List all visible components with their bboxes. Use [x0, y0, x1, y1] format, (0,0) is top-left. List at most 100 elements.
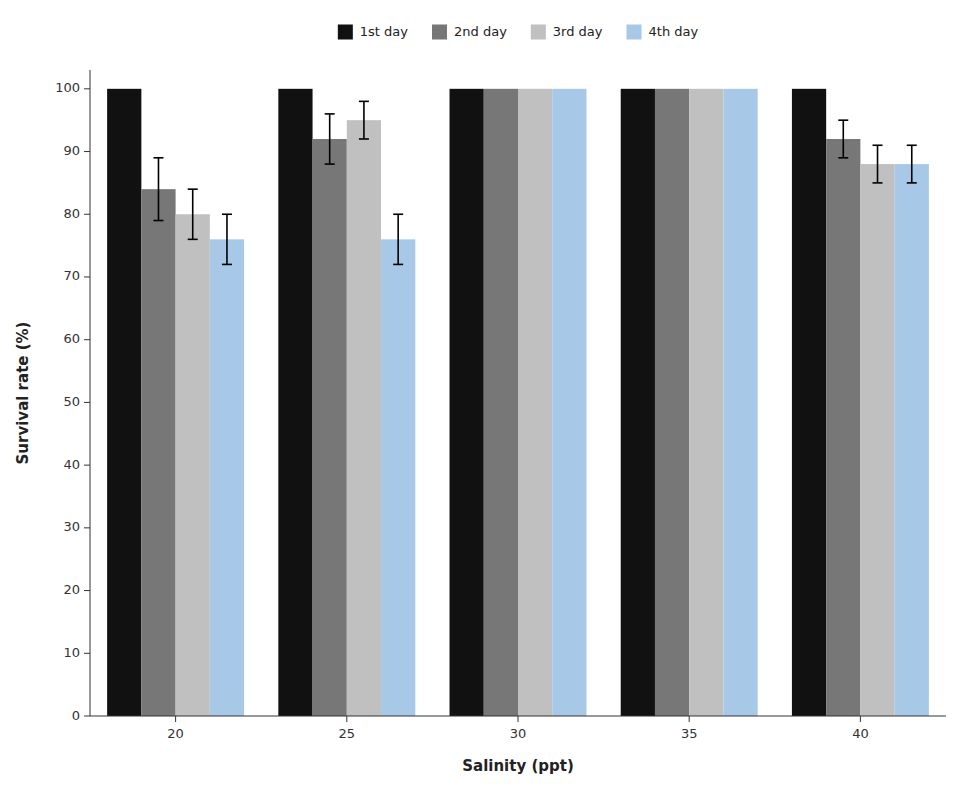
bar — [895, 164, 929, 716]
y-tick-label: 0 — [72, 708, 80, 723]
x-tick — [518, 716, 519, 722]
y-tick-label: 100 — [55, 80, 80, 95]
x-tick — [346, 716, 347, 722]
error-bar — [359, 101, 369, 139]
y-axis-label: Survival rate (%) — [14, 322, 32, 465]
bar — [484, 89, 518, 716]
bar — [107, 89, 141, 716]
error-stem — [158, 158, 160, 221]
x-tick — [689, 716, 690, 722]
error-cap — [907, 182, 917, 184]
error-stem — [397, 214, 399, 264]
legend-swatch — [338, 25, 353, 40]
legend-swatch — [432, 25, 447, 40]
error-bars — [188, 101, 883, 239]
y-tick-label: 50 — [63, 394, 80, 409]
legend-label: 1st day — [360, 24, 408, 39]
legend-label: 4th day — [649, 24, 699, 39]
error-cap — [325, 113, 335, 115]
x-axis: 2025303540 — [90, 716, 946, 741]
y-axis-line — [90, 70, 91, 716]
bar — [621, 89, 655, 716]
y-tick — [84, 88, 90, 89]
error-cap — [325, 163, 335, 165]
legend-swatch — [531, 25, 546, 40]
error-bar — [153, 158, 163, 221]
y-tick-label: 70 — [63, 268, 80, 283]
x-tick-label: 35 — [681, 726, 698, 741]
error-bar — [222, 214, 232, 264]
legend-item: 1st day — [338, 24, 408, 40]
bar-series — [176, 89, 895, 716]
chart: 01020304050607080901002025303540Salinity… — [0, 0, 971, 796]
plot-area — [107, 89, 929, 716]
error-cap — [188, 239, 198, 241]
y-tick-label: 10 — [63, 645, 80, 660]
error-bar — [188, 189, 198, 239]
bar — [689, 89, 723, 716]
error-cap — [188, 188, 198, 190]
error-cap — [873, 182, 883, 184]
bar — [655, 89, 689, 716]
error-cap — [222, 264, 232, 266]
error-cap — [838, 157, 848, 159]
bar — [313, 139, 347, 716]
error-bars — [222, 145, 917, 264]
x-tick — [860, 716, 861, 722]
legend-label: 2nd day — [454, 24, 507, 39]
bar — [210, 239, 244, 716]
error-bar — [907, 145, 917, 183]
error-stem — [911, 145, 913, 183]
legend-label: 3rd day — [553, 24, 603, 39]
y-tick — [84, 716, 90, 717]
legend: 1st day 2nd day 3rd day 4th day — [338, 24, 699, 40]
y-tick — [84, 214, 90, 215]
bar — [518, 89, 552, 716]
error-cap — [153, 220, 163, 222]
y-tick-label: 30 — [63, 519, 80, 534]
bar — [176, 214, 210, 716]
y-tick — [84, 339, 90, 340]
x-axis-label: Salinity (ppt) — [462, 757, 574, 775]
error-cap — [393, 264, 403, 266]
error-stem — [363, 101, 365, 139]
y-tick — [84, 151, 90, 152]
bar — [347, 120, 381, 716]
y-tick-label: 40 — [63, 457, 80, 472]
legend-swatch — [627, 25, 642, 40]
error-cap — [222, 213, 232, 215]
error-cap — [359, 138, 369, 140]
bar-series — [141, 89, 860, 716]
bar — [860, 164, 894, 716]
y-tick — [84, 276, 90, 277]
legend-item: 3rd day — [531, 24, 603, 40]
x-tick-label: 25 — [339, 726, 356, 741]
bar — [278, 89, 312, 716]
y-tick — [84, 402, 90, 403]
error-cap — [907, 144, 917, 146]
bar-series — [210, 89, 929, 716]
bar — [723, 89, 757, 716]
error-bar — [838, 120, 848, 158]
bar-series — [107, 89, 826, 716]
error-cap — [359, 101, 369, 103]
error-cap — [153, 157, 163, 159]
error-cap — [393, 213, 403, 215]
error-stem — [877, 145, 879, 183]
x-tick-label: 40 — [852, 726, 869, 741]
error-stem — [192, 189, 194, 239]
x-tick — [175, 716, 176, 722]
y-tick-label: 80 — [63, 206, 80, 221]
bar — [381, 239, 415, 716]
y-tick — [84, 465, 90, 466]
bar — [826, 139, 860, 716]
error-stem — [842, 120, 844, 158]
error-stem — [329, 114, 331, 164]
y-tick-label: 60 — [63, 331, 80, 346]
y-tick — [84, 590, 90, 591]
error-cap — [838, 119, 848, 121]
bar — [450, 89, 484, 716]
error-bars — [153, 114, 848, 221]
y-tick — [84, 653, 90, 654]
x-tick-label: 30 — [510, 726, 527, 741]
